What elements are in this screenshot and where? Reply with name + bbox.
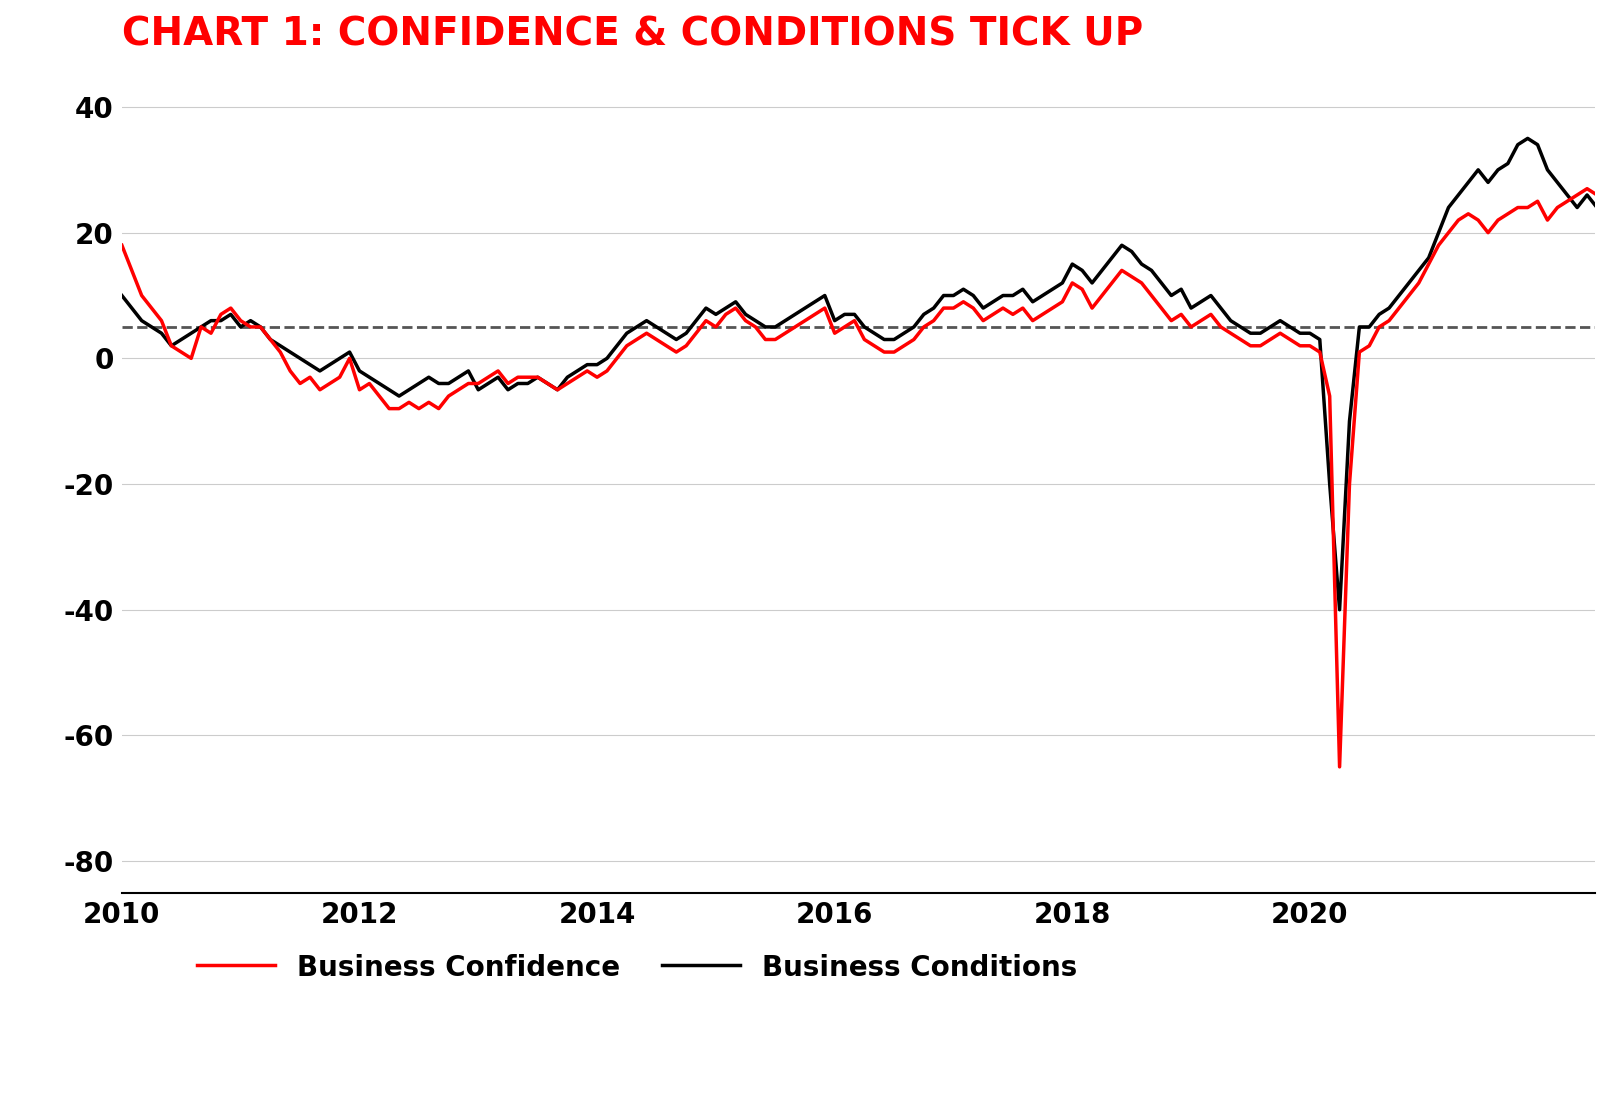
Business Confidence (1113, 264, 1132, 277)
Business Conditions (488, 371, 507, 384)
Business Conditions (161, 339, 180, 352)
Text: CHART 1: CONFIDENCE & CONDITIONS TICK UP: CHART 1: CONFIDENCE & CONDITIONS TICK UP (122, 14, 1143, 53)
Business Confidence (1578, 182, 1597, 195)
Business Confidence (1330, 760, 1349, 773)
Business Conditions (1082, 276, 1101, 290)
Business Conditions (626, 320, 646, 333)
Business Confidence (488, 364, 507, 378)
Business Confidence (1082, 302, 1101, 315)
Business Confidence (161, 339, 180, 352)
Business Conditions (1518, 131, 1538, 145)
Business Confidence (626, 333, 646, 346)
Business Conditions (340, 345, 359, 359)
Business Conditions (113, 289, 132, 302)
Business Conditions (1113, 238, 1132, 252)
Business Confidence (1607, 383, 1610, 397)
Business Confidence (113, 238, 132, 252)
Business Conditions (1607, 276, 1610, 290)
Business Conditions (1330, 603, 1349, 616)
Legend: Business Confidence, Business Conditions: Business Confidence, Business Conditions (187, 942, 1088, 993)
Line: Business Conditions: Business Conditions (122, 138, 1610, 609)
Business Confidence (340, 352, 359, 365)
Line: Business Confidence: Business Confidence (122, 188, 1610, 766)
